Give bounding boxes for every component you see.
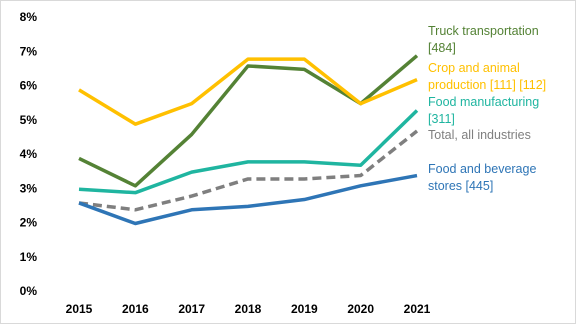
x-tick-label: 2021 (404, 302, 431, 316)
y-tick-label: 4% (20, 147, 38, 161)
y-tick-label: 6% (20, 79, 38, 93)
y-tick-label: 2% (20, 216, 38, 230)
y-tick-label: 0% (20, 284, 38, 298)
x-tick-label: 2019 (291, 302, 318, 316)
series-label: Total, all industries (428, 128, 531, 142)
series-label: Crop and animal production [111] [112] (428, 61, 547, 92)
x-tick-label: 2016 (122, 302, 149, 316)
x-tick-label: 2017 (178, 302, 205, 316)
series-line (78, 109, 419, 195)
y-tick-label: 5% (20, 113, 38, 127)
y-tick-label: 1% (20, 250, 38, 264)
series-line (78, 129, 419, 212)
series-label: Truck transportation [484] (428, 24, 539, 55)
x-tick-label: 2020 (347, 302, 374, 316)
series-label: Food and beverage stores [445] (428, 162, 537, 193)
y-tick-label: 3% (20, 181, 38, 195)
y-tick-label: 8% (20, 10, 38, 24)
y-tick-label: 7% (20, 44, 38, 58)
x-tick-label: 2018 (235, 302, 262, 316)
series-label: Food manufacturing [311] (428, 95, 540, 126)
series-line (78, 173, 418, 226)
x-tick-label: 2015 (66, 302, 93, 316)
series-line (78, 57, 418, 126)
